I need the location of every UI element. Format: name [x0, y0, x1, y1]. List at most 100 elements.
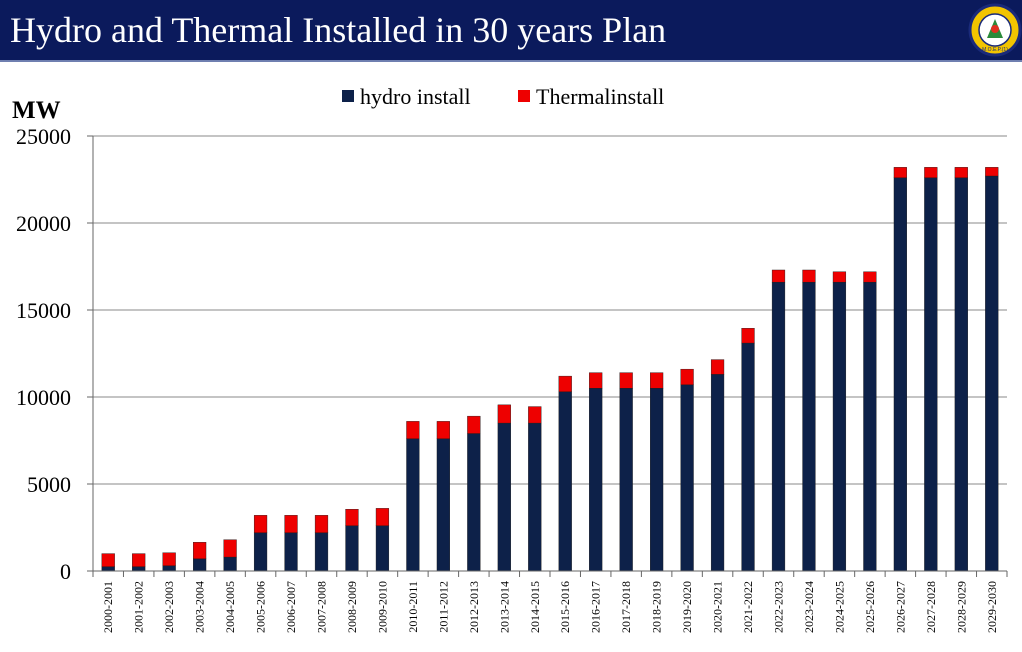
x-tick-label: 2024-2025: [832, 581, 846, 633]
x-tick-label: 2027-2028: [924, 581, 938, 633]
bar-thermal: [985, 167, 999, 177]
y-tick-label: 20000: [16, 211, 71, 236]
bar-thermal: [162, 552, 176, 566]
legend-label-thermal: Thermalinstall: [536, 84, 664, 109]
y-tick-label: 25000: [16, 124, 71, 149]
bar-thermal: [497, 404, 511, 424]
bar-hydro: [467, 433, 481, 572]
bar-thermal: [101, 553, 115, 567]
bar-hydro: [680, 384, 694, 572]
bar-hydro: [375, 525, 390, 572]
bar-hydro: [132, 566, 146, 572]
x-tick-label: 2023-2024: [802, 581, 816, 633]
x-tick-label: 2026-2027: [893, 581, 907, 633]
x-tick-label: 2006-2007: [284, 581, 298, 633]
x-tick-label: 2028-2029: [954, 581, 968, 633]
bar-hydro: [284, 532, 298, 572]
bar-thermal: [314, 515, 329, 533]
bar-thermal: [375, 508, 390, 526]
bar-thermal: [558, 375, 572, 392]
bar-hydro: [619, 388, 633, 572]
legend-label-hydro: hydro install: [360, 84, 471, 109]
x-tick-label: 2001-2002: [132, 581, 146, 633]
bar-thermal: [619, 372, 633, 389]
logo-text: M.O.E.P.(1): [982, 47, 1008, 53]
y-axis-label: MW: [12, 97, 61, 124]
y-tick-label: 15000: [16, 298, 71, 323]
bar-hydro: [101, 566, 115, 572]
bar-thermal: [710, 359, 725, 375]
x-tick-label: 2013-2014: [497, 581, 511, 633]
bar-thermal: [802, 269, 816, 283]
bar-hydro: [345, 525, 359, 572]
bar-thermal: [345, 509, 359, 526]
x-tick-label: 2002-2003: [162, 581, 176, 633]
bar-hydro: [954, 177, 968, 572]
bar-hydro: [589, 388, 603, 572]
x-tick-label: 2004-2005: [223, 581, 237, 633]
bar-thermal: [223, 539, 237, 558]
bar-hydro: [863, 281, 877, 572]
x-tick-label: 2007-2008: [315, 581, 329, 633]
x-tick-label: 2017-2018: [619, 581, 633, 633]
bar-thermal: [467, 415, 481, 434]
bar-thermal: [253, 515, 268, 533]
bar-hydro: [162, 565, 176, 572]
page-title: Hydro and Thermal Installed in 30 years …: [10, 10, 667, 50]
bar-thermal: [771, 269, 786, 283]
y-tick-labels: 0 5000 10000 15000 20000 25000: [16, 124, 71, 584]
x-tick-label: 2012-2013: [467, 581, 481, 633]
ministry-seal-icon: M.O.E.P.(1): [968, 3, 1022, 57]
bar-thermal: [193, 542, 207, 560]
bar-thermal: [924, 167, 938, 178]
x-tick-label: 2029-2030: [985, 581, 999, 633]
bar-hydro: [436, 438, 450, 572]
x-tick-label: 2018-2019: [650, 581, 664, 633]
bars: [101, 167, 999, 572]
bar-thermal: [406, 421, 420, 439]
bar-hydro: [650, 388, 664, 572]
bar-thermal: [528, 406, 542, 424]
bar-hydro: [985, 175, 999, 572]
bar-hydro: [193, 558, 207, 572]
bar-hydro: [771, 281, 786, 572]
y-tick-label: 5000: [27, 472, 71, 497]
title-bar: Hydro and Thermal Installed in 30 years …: [0, 0, 1022, 62]
bar-thermal: [650, 372, 664, 389]
x-tick-label: 2005-2006: [254, 581, 268, 633]
bar-thermal: [893, 167, 907, 178]
x-tick-label: 2019-2020: [680, 581, 694, 633]
bar-thermal: [589, 372, 603, 389]
x-tick-label: 2008-2009: [345, 581, 359, 633]
bar-hydro: [741, 342, 755, 572]
bar-thermal: [741, 328, 755, 344]
x-tick-label: 2022-2023: [772, 581, 786, 633]
y-tick-label: 0: [60, 559, 71, 584]
bar-hydro: [314, 532, 329, 572]
bar-hydro: [558, 391, 572, 572]
bar-thermal: [680, 368, 694, 386]
x-tick-label: 2010-2011: [406, 581, 420, 633]
y-tick-label: 10000: [16, 385, 71, 410]
legend-swatch-hydro: [342, 90, 354, 102]
bar-hydro: [924, 177, 938, 572]
bar-hydro: [893, 177, 907, 572]
x-tick-label: 2009-2010: [375, 581, 389, 633]
bar-hydro: [528, 422, 542, 572]
x-tick-label: 2003-2004: [193, 581, 207, 633]
bar-hydro: [253, 532, 268, 572]
bar-hydro: [406, 438, 420, 572]
x-tick-label: 2000-2001: [101, 581, 115, 633]
x-tick-label: 2014-2015: [528, 581, 542, 633]
bar-thermal: [832, 271, 847, 283]
x-tick-label: 2020-2021: [711, 581, 725, 633]
x-tick-labels: 2000-2001 2001-2002 2002-2003 2003-2004 2004…: [101, 581, 999, 633]
x-tick-label: 2016-2017: [589, 581, 603, 633]
gridlines: [93, 135, 1007, 485]
bar-hydro: [497, 422, 511, 572]
bar-hydro: [832, 281, 847, 572]
bar-thermal: [284, 515, 298, 533]
axes: [87, 135, 1008, 577]
x-tick-label: 2025-2026: [863, 581, 877, 633]
